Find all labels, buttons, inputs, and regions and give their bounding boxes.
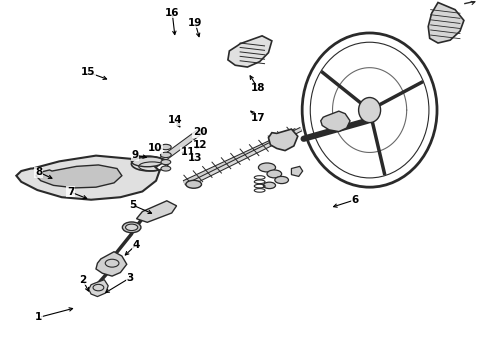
Polygon shape: [36, 165, 122, 188]
Text: 8: 8: [35, 167, 42, 177]
Text: 2: 2: [79, 275, 86, 285]
Ellipse shape: [258, 163, 275, 172]
Text: 7: 7: [67, 187, 74, 197]
Polygon shape: [16, 156, 159, 200]
Text: 14: 14: [168, 115, 182, 125]
Text: 10: 10: [148, 143, 163, 153]
Ellipse shape: [125, 224, 138, 230]
Text: 11: 11: [181, 147, 196, 157]
Ellipse shape: [359, 98, 381, 123]
Polygon shape: [321, 111, 350, 132]
Text: 19: 19: [188, 18, 202, 28]
Polygon shape: [228, 36, 272, 67]
Polygon shape: [96, 252, 127, 276]
Text: 20: 20: [193, 127, 207, 137]
Ellipse shape: [161, 159, 171, 165]
Ellipse shape: [186, 180, 201, 188]
Text: 15: 15: [81, 67, 96, 77]
Ellipse shape: [122, 222, 141, 233]
Polygon shape: [89, 280, 108, 297]
Text: 17: 17: [251, 113, 265, 123]
Polygon shape: [292, 166, 303, 176]
Polygon shape: [137, 201, 176, 222]
Ellipse shape: [263, 182, 275, 189]
Polygon shape: [428, 3, 464, 43]
Text: 3: 3: [127, 273, 134, 283]
Text: 4: 4: [133, 240, 140, 250]
Text: 12: 12: [193, 140, 207, 150]
Text: 13: 13: [188, 153, 202, 163]
Text: 1: 1: [35, 312, 42, 323]
Text: 16: 16: [165, 8, 179, 18]
Ellipse shape: [267, 170, 282, 178]
Ellipse shape: [160, 144, 171, 150]
Ellipse shape: [161, 166, 171, 171]
Ellipse shape: [275, 176, 289, 184]
Polygon shape: [269, 129, 298, 150]
Text: 9: 9: [132, 150, 139, 160]
Text: 6: 6: [351, 195, 358, 205]
Text: 18: 18: [251, 84, 265, 93]
Text: 5: 5: [129, 200, 136, 210]
Ellipse shape: [131, 156, 163, 167]
Ellipse shape: [160, 152, 171, 158]
